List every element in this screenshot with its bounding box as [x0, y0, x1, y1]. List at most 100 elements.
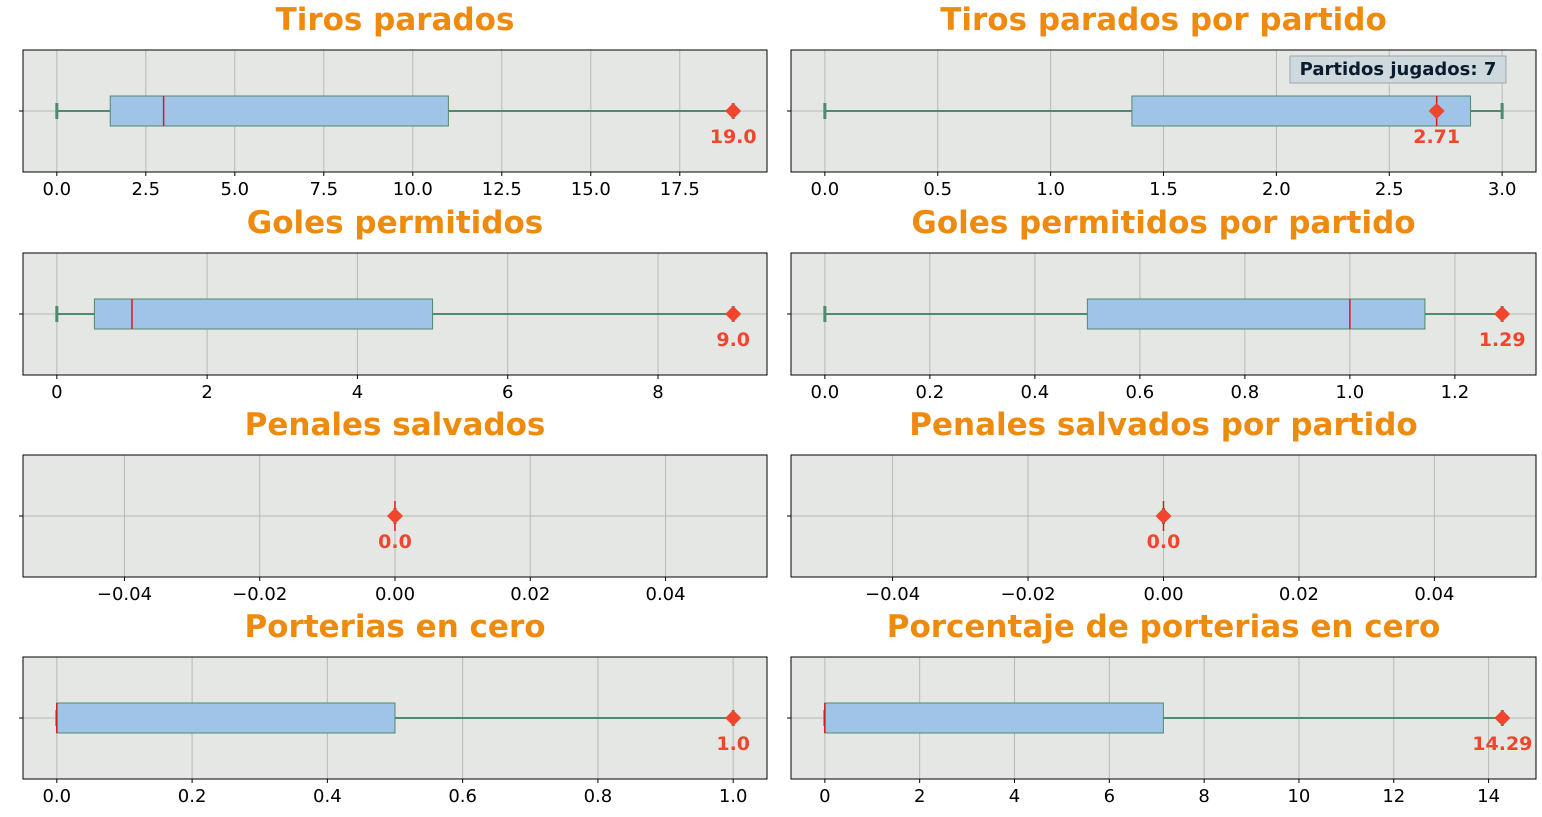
x-tick-label: −0.02 [1000, 584, 1055, 605]
x-tick-label: 1.0 [1336, 382, 1365, 403]
chart-panel-5: Penales salvados −0.04 −0.02 0.00 0.02 0.04 0.… [19, 407, 768, 605]
chart-title: Tiros parados [276, 2, 515, 38]
x-tick-label: 3.0 [1488, 179, 1517, 200]
player-marker [1494, 710, 1511, 726]
player-value-label: 2.71 [1413, 126, 1460, 148]
x-tick-label: 0.0 [811, 179, 840, 200]
x-tick-label: 1.2 [1441, 382, 1470, 403]
chart-title: Penales salvados por partido [909, 407, 1417, 443]
x-tick-label: 0 [819, 786, 830, 807]
player-value-label: 9.0 [716, 329, 750, 351]
x-tick-label: 0.0 [811, 382, 840, 403]
x-tick-label: 0.04 [1414, 584, 1454, 605]
x-tick-label: 2 [914, 786, 925, 807]
player-marker [387, 508, 403, 524]
x-tick-label: −0.04 [97, 584, 152, 605]
player-marker [725, 710, 742, 726]
x-tick-label: 0.6 [448, 786, 477, 807]
x-tick-label: 0 [51, 382, 62, 403]
x-tick-label: −0.02 [232, 584, 287, 605]
iqr-box [1086, 298, 1426, 330]
x-tick-label: 0.00 [375, 584, 415, 605]
player-value-label: 0.0 [378, 531, 412, 553]
chart-panel-7: Porterias en cero 0.0 0.2 0.4 0.6 0.8 1.0 1.0 [19, 609, 768, 807]
plot-frame [22, 49, 768, 173]
chart-title: Goles permitidos por partido [911, 205, 1415, 241]
chart-panel-8: Porcentaje de porterias en cero 0 2 4 6 8 10 12… [787, 609, 1537, 807]
plot-frame [22, 454, 768, 578]
plot-frame [790, 656, 1537, 780]
player-marker [725, 306, 742, 322]
player-value-label: 14.29 [1472, 733, 1532, 755]
player-marker [1494, 306, 1511, 322]
chart-panel-4: Goles permitidos por partido 0.0 0.2 0.4 0.6… [787, 205, 1537, 403]
x-tick-label: 0.0 [42, 179, 71, 200]
x-tick-label: 12.5 [482, 179, 522, 200]
player-marker [1155, 508, 1172, 524]
x-tick-label: 0.8 [584, 786, 613, 807]
iqr-box [109, 95, 449, 127]
x-tick-label: 8 [1198, 786, 1209, 807]
player-value-label: 0.0 [1147, 531, 1181, 553]
x-tick-label: 0.04 [646, 584, 686, 605]
x-tick-label: 6 [1104, 786, 1115, 807]
x-tick-label: 0.5 [923, 179, 952, 200]
iqr-box [56, 702, 396, 734]
iqr-box [93, 298, 434, 330]
x-tick-label: 2 [201, 382, 212, 403]
x-tick-label: 0.02 [1279, 584, 1319, 605]
matches-badge-text: Partidos jugados: 7 [1300, 59, 1497, 80]
plot-frame [22, 656, 768, 780]
x-tick-label: 8 [652, 382, 663, 403]
chart-title: Goles permitidos [247, 205, 543, 241]
x-tick-label: 0.0 [42, 786, 71, 807]
player-value-label: 1.29 [1479, 329, 1526, 351]
x-tick-label: 0.4 [313, 786, 342, 807]
x-tick-label: 0.8 [1231, 382, 1260, 403]
x-tick-label: 0.02 [510, 584, 550, 605]
player-marker [725, 103, 742, 119]
x-tick-label: 10 [1287, 786, 1310, 807]
x-tick-label: 1.0 [1036, 179, 1065, 200]
x-tick-label: 0.2 [916, 382, 945, 403]
x-tick-label: 4 [352, 382, 363, 403]
x-tick-label: 2.5 [1375, 179, 1404, 200]
x-tick-label: 2.5 [131, 179, 160, 200]
plot-frame [790, 454, 1537, 578]
x-tick-label: 0.2 [178, 786, 207, 807]
chart-title: Penales salvados [245, 407, 546, 443]
iqr-box [1131, 95, 1472, 127]
chart-panel-3: Goles permitidos 0 2 4 6 8 9.0 [19, 205, 768, 403]
x-tick-label: 1.5 [1149, 179, 1178, 200]
plot-frame [790, 252, 1537, 376]
x-tick-label: 6 [502, 382, 513, 403]
iqr-box [824, 702, 1164, 734]
plot-frame [790, 49, 1537, 173]
x-tick-label: −0.04 [865, 584, 920, 605]
chart-panel-6: Penales salvados por partido −0.04 −0.02 0.… [787, 407, 1537, 605]
x-tick-label: 12 [1382, 786, 1405, 807]
x-tick-label: 1.0 [719, 786, 748, 807]
matches-badge [1289, 55, 1507, 84]
x-tick-label: 0.00 [1143, 584, 1183, 605]
x-tick-label: 17.5 [660, 179, 700, 200]
chart-title: Porterias en cero [244, 609, 545, 645]
x-tick-label: 4 [1009, 786, 1020, 807]
x-tick-label: 7.5 [309, 179, 338, 200]
player-marker [1428, 103, 1445, 119]
x-tick-label: 14 [1477, 786, 1500, 807]
player-value-label: 1.0 [716, 733, 750, 755]
chart-panel-2: Tiros parados por partido 0.0 0.5 1.0 1.5 2.0… [787, 2, 1537, 200]
plot-frame [22, 252, 768, 376]
x-tick-label: 5.0 [220, 179, 249, 200]
chart-title: Porcentaje de porterias en cero [887, 609, 1441, 645]
x-tick-label: 15.0 [571, 179, 611, 200]
player-value-label: 19.0 [710, 126, 757, 148]
x-tick-label: 10.0 [393, 179, 433, 200]
x-tick-label: 0.6 [1126, 382, 1155, 403]
x-tick-label: 0.4 [1021, 382, 1050, 403]
chart-title: Tiros parados por partido [940, 2, 1387, 38]
x-tick-label: 2.0 [1262, 179, 1291, 200]
